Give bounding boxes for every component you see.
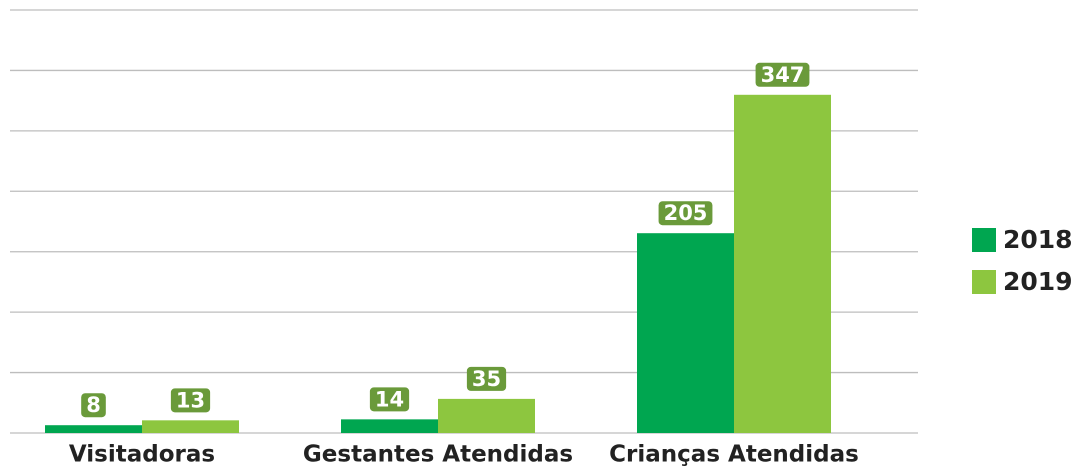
bar [142,420,239,433]
value-label: 13 [176,388,205,412]
x-tick-label: Visitadoras [69,442,215,468]
bar [637,233,734,433]
bar [341,419,438,433]
value-label-box [170,388,211,413]
x-tick-label: Crianças Atendidas [609,442,859,468]
value-label: 14 [375,387,404,411]
bar [45,425,142,433]
value-label-box [81,393,106,418]
value-label-box [755,62,810,87]
bar [734,94,831,434]
legend-label: 2018 [1003,225,1073,254]
legend-label: 2019 [1003,267,1073,296]
value-label: 8 [86,393,101,417]
bar [438,398,535,433]
value-label-box [658,201,713,226]
value-label-box [466,366,507,391]
value-label: 35 [472,367,501,391]
legend-swatch [972,270,996,294]
legend-swatch [972,228,996,252]
value-label-box [369,387,410,412]
x-tick-label: Gestantes Atendidas [303,442,573,468]
value-label: 347 [761,63,805,87]
value-label: 205 [664,201,708,225]
